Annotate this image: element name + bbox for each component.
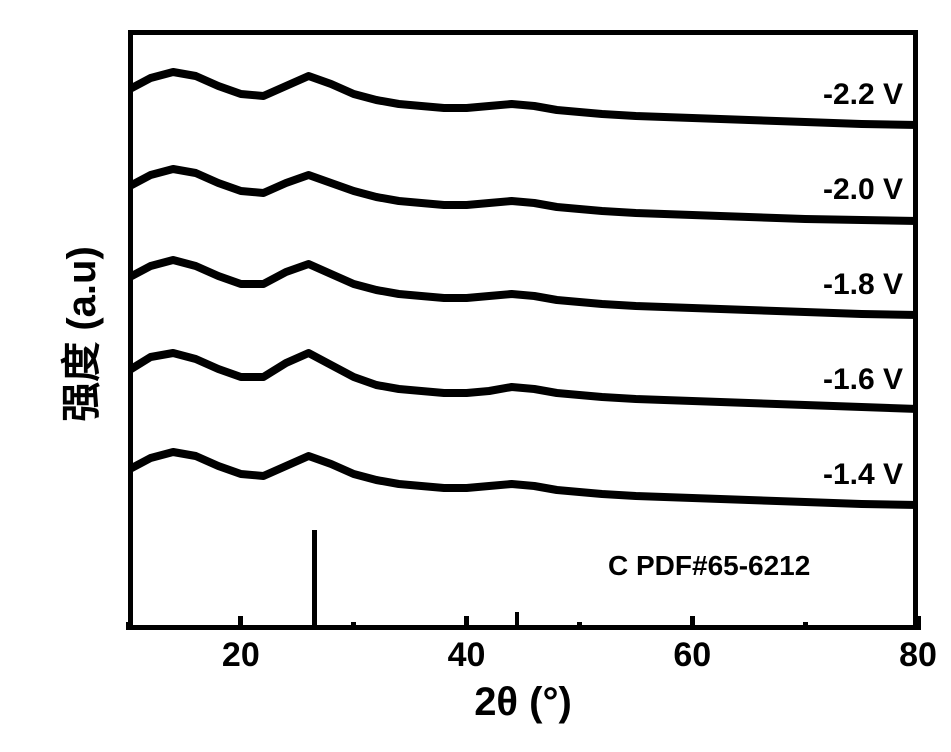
x-tick-minor-30 <box>351 622 356 630</box>
axis-border-2 <box>128 30 133 630</box>
y-axis-label: 强度 (a.u) <box>49 204 107 464</box>
xrd-figure: -2.2 V -2.0 V -1.8 V -1.6 V -1.4 V C PDF#65-6… <box>0 0 951 752</box>
series-label-1: -2.0 V <box>763 173 903 207</box>
x-tick-label-80: 80 <box>888 636 948 675</box>
axis-border-3 <box>913 30 918 630</box>
x-tick-minor-70 <box>803 622 808 630</box>
series-label-0: -2.2 V <box>763 78 903 112</box>
pdf-ref-line-0 <box>312 530 317 630</box>
axis-border-1 <box>128 625 918 630</box>
x-tick-major-60 <box>690 616 695 630</box>
series-label-4: -1.4 V <box>763 458 903 492</box>
x-tick-label-60: 60 <box>662 636 722 675</box>
series-label-3: -1.6 V <box>763 363 903 397</box>
pdf-reference-label: C PDF#65-6212 <box>608 550 810 582</box>
x-tick-major-20 <box>238 616 243 630</box>
x-tick-major-80 <box>916 616 921 630</box>
x-tick-label-40: 40 <box>437 636 497 675</box>
x-axis-label: 2θ (°) <box>423 680 623 725</box>
x-tick-minor-50 <box>577 622 582 630</box>
curves-svg <box>128 30 918 630</box>
axis-border-0 <box>128 30 918 35</box>
plot-area <box>128 30 918 630</box>
series-label-2: -1.8 V <box>763 268 903 302</box>
x-tick-minor-10 <box>126 622 131 630</box>
x-tick-major-40 <box>464 616 469 630</box>
x-tick-label-20: 20 <box>211 636 271 675</box>
